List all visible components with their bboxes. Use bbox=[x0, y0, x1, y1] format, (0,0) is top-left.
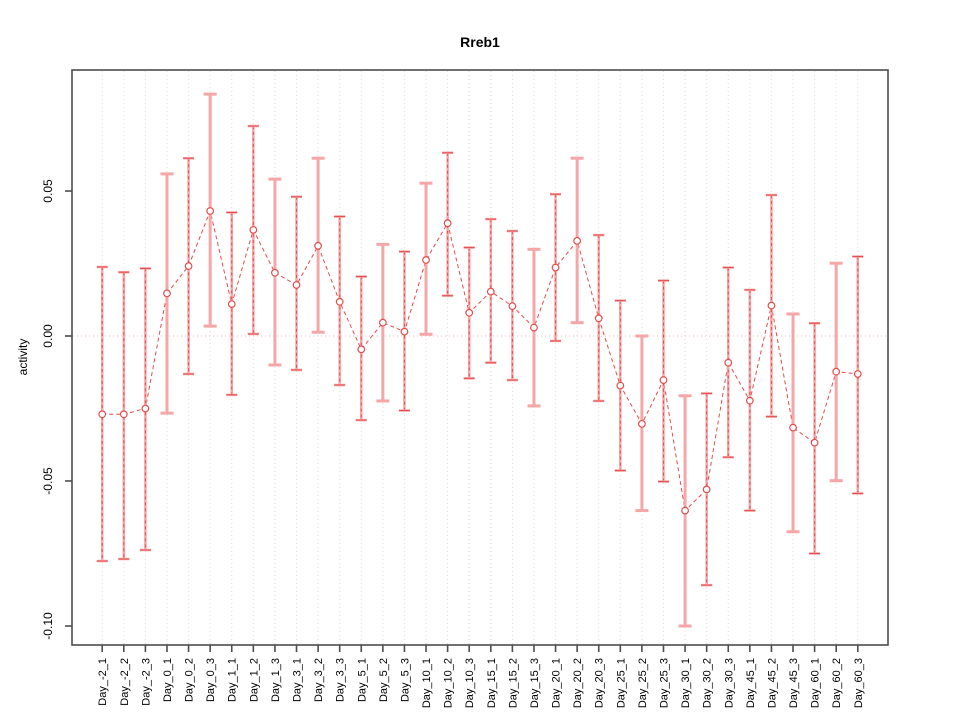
x-tick-label: Day_60_3 bbox=[853, 658, 865, 708]
x-tick-label: Day_5_2 bbox=[378, 658, 390, 702]
x-tick-label: Day_45_2 bbox=[766, 658, 778, 708]
data-point-circle bbox=[206, 207, 215, 215]
x-tick-label: Day_45_1 bbox=[745, 658, 757, 708]
x-tick-label: Day_45_3 bbox=[788, 658, 800, 708]
y-tick-label: 0.05 bbox=[41, 179, 55, 203]
data-point-circle bbox=[292, 281, 301, 289]
x-tick-label: Day_60_1 bbox=[810, 658, 822, 708]
data-point-circle bbox=[249, 225, 258, 234]
x-tick-label: Day_30_3 bbox=[723, 658, 735, 708]
x-tick-label: Day_15_3 bbox=[529, 658, 541, 708]
data-point-circle bbox=[810, 438, 819, 447]
data-point-circle bbox=[357, 345, 366, 354]
x-tick-label: Day_10_1 bbox=[421, 658, 433, 708]
data-point-circle bbox=[724, 358, 733, 367]
data-point-circle bbox=[400, 327, 409, 336]
x-tick-label: Day_-2_3 bbox=[140, 658, 152, 706]
x-tick-label: Day_1_2 bbox=[248, 658, 260, 702]
y-tick-label: 0.00 bbox=[41, 324, 55, 348]
data-point-circle bbox=[378, 318, 387, 327]
data-point-circle bbox=[530, 323, 538, 332]
x-tick-label: Day_-2_2 bbox=[119, 658, 131, 706]
x-tick-label: Day_0_3 bbox=[205, 658, 217, 702]
x-tick-label: Day_25_3 bbox=[658, 658, 670, 708]
data-point-circle bbox=[422, 256, 430, 264]
x-tick-label: Day_20_1 bbox=[551, 658, 563, 708]
x-tick-label: Day_30_2 bbox=[702, 658, 714, 708]
data-point-circle bbox=[119, 410, 128, 419]
x-tick-label: Day_3_3 bbox=[335, 658, 347, 702]
x-tick-label: Day_-2_1 bbox=[97, 658, 109, 706]
data-point-circle bbox=[681, 506, 689, 515]
x-tick-label: Day_5_1 bbox=[356, 658, 368, 702]
x-tick-label: Day_60_2 bbox=[831, 658, 843, 708]
y-tick-label: -0.05 bbox=[41, 467, 55, 495]
data-point-circle bbox=[163, 289, 171, 298]
data-point-circle bbox=[638, 419, 646, 428]
error-bar bbox=[786, 312, 800, 534]
x-tick-label: Day_20_3 bbox=[594, 658, 606, 708]
x-tick-label: Day_10_2 bbox=[443, 658, 455, 708]
data-point-circle bbox=[789, 423, 797, 432]
x-tick-label: Day_25_2 bbox=[637, 658, 649, 708]
data-point-circle bbox=[443, 219, 452, 228]
x-tick-label: Day_3_2 bbox=[313, 658, 325, 702]
y-axis-title: activity bbox=[16, 339, 30, 376]
x-tick-label: Day_30_1 bbox=[680, 658, 692, 708]
x-tick-label: Day_1_3 bbox=[270, 658, 282, 702]
x-tick-label: Day_1_1 bbox=[227, 658, 239, 702]
data-point-circle bbox=[271, 268, 279, 277]
data-point-circle bbox=[486, 287, 495, 296]
x-tick-label: Day_15_2 bbox=[507, 658, 519, 708]
data-point-circle bbox=[573, 236, 582, 245]
x-tick-label: Day_0_2 bbox=[184, 658, 196, 702]
data-point-circle bbox=[767, 301, 776, 310]
data-point-circle bbox=[508, 302, 517, 311]
data-point-circle bbox=[465, 308, 474, 317]
x-tick-label: Day_0_1 bbox=[162, 658, 174, 702]
data-point-circle bbox=[594, 314, 603, 323]
data-point-circle bbox=[616, 381, 625, 390]
error-bar bbox=[809, 321, 821, 555]
data-point-circle bbox=[227, 300, 236, 309]
y-tick-label: -0.10 bbox=[41, 612, 55, 640]
x-tick-label: Day_10_3 bbox=[464, 658, 476, 708]
data-point-circle bbox=[184, 262, 193, 271]
data-point-circle bbox=[702, 485, 711, 494]
data-point-circle bbox=[745, 396, 754, 405]
data-point-circle bbox=[551, 263, 560, 272]
data-point-circle bbox=[314, 241, 322, 250]
data-point-circle bbox=[832, 367, 841, 376]
data-point-circle bbox=[853, 370, 862, 378]
series-line bbox=[102, 209, 858, 512]
plot-box bbox=[71, 69, 889, 646]
data-point-circle bbox=[335, 297, 344, 306]
x-tick-label: Day_25_1 bbox=[615, 658, 627, 708]
data-point-circle bbox=[98, 410, 107, 419]
x-tick-label: Day_20_2 bbox=[572, 658, 584, 708]
data-point-circle bbox=[141, 404, 150, 413]
x-tick-label: Day_15_1 bbox=[486, 658, 498, 708]
x-tick-label: Day_3_1 bbox=[292, 658, 304, 702]
plot-generated-content: 0.05 0.00 -0.05 -0.10 Day_-2_1 Day_-2_2 Day_-2… bbox=[41, 69, 889, 708]
x-tick-label: Day_5_3 bbox=[399, 658, 411, 702]
data-point-circle bbox=[659, 376, 668, 384]
chart-title: Rreb1 bbox=[460, 34, 500, 50]
